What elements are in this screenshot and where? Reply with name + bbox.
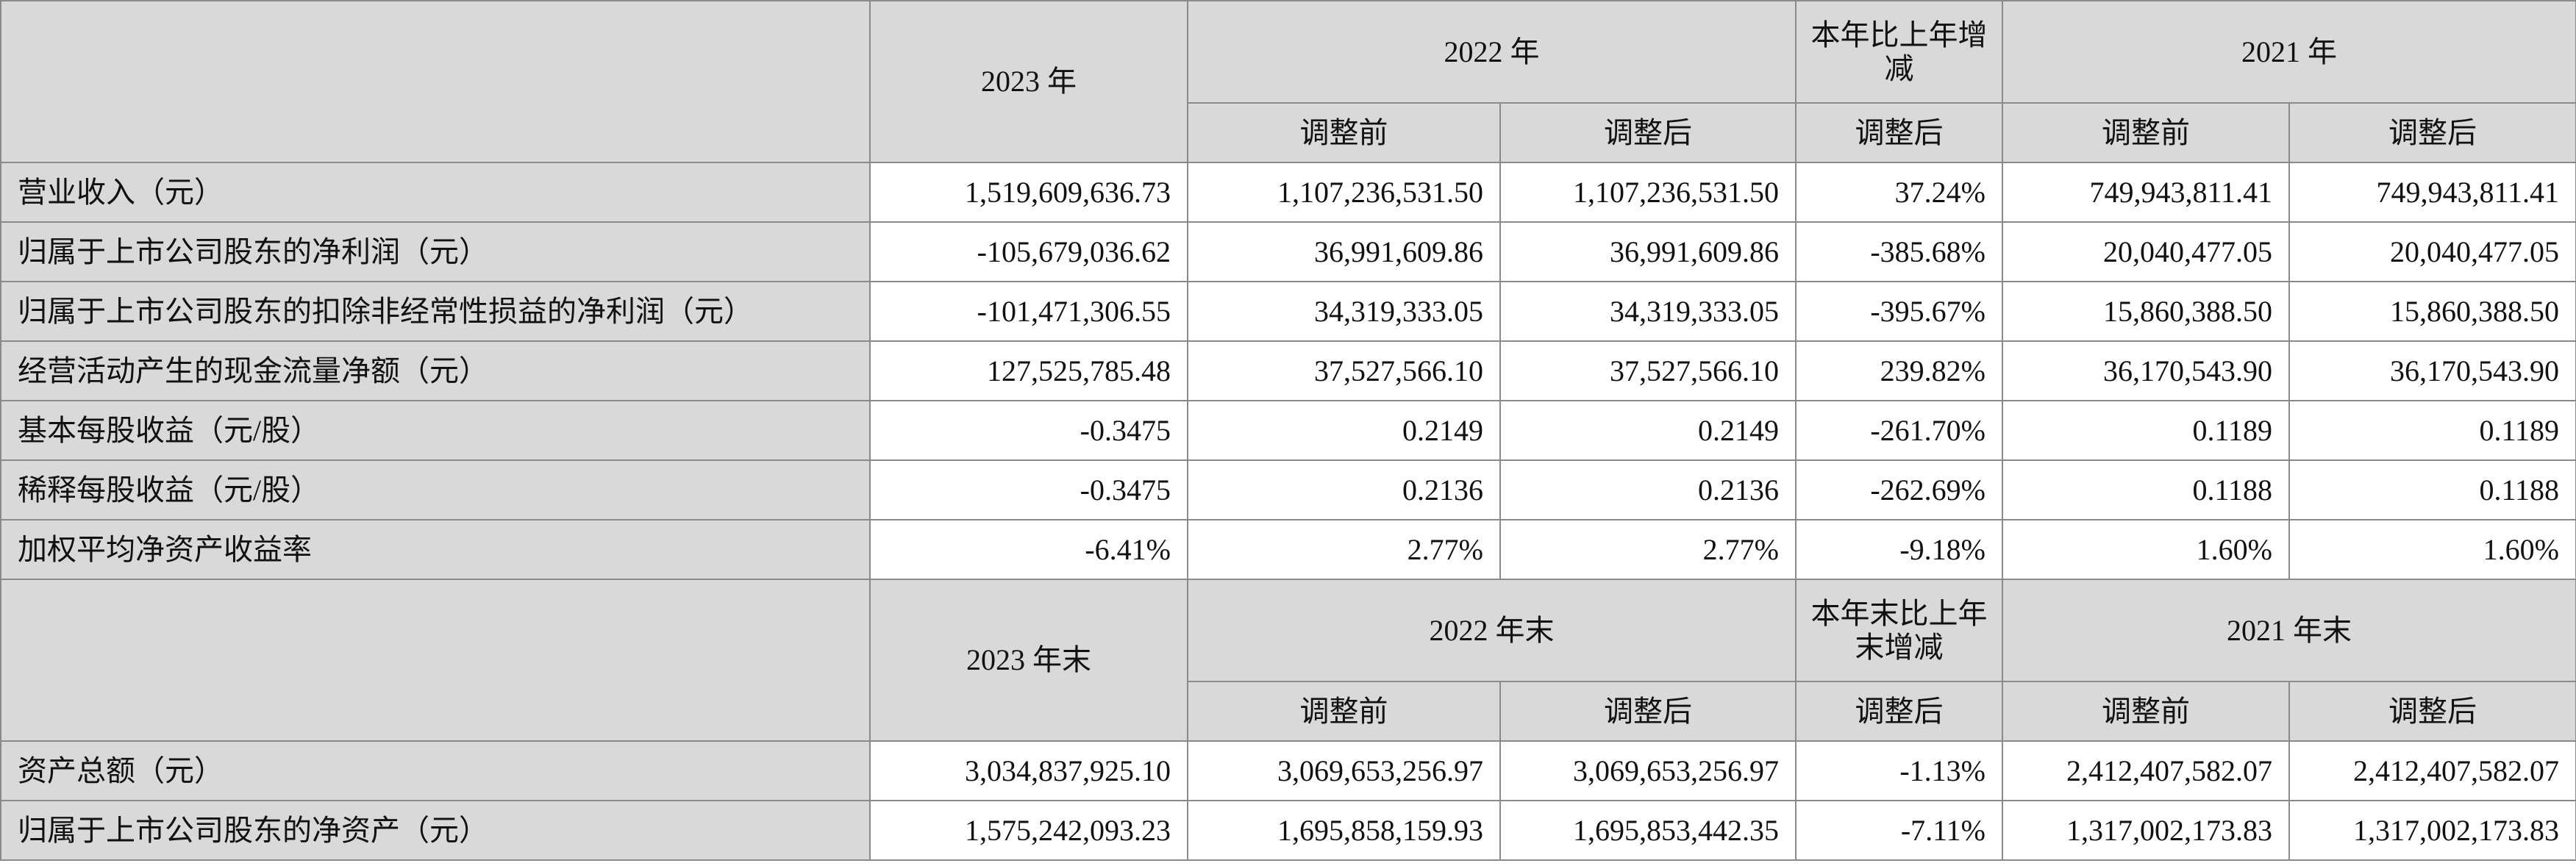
- value-2022-after: 34,319,333.05: [1499, 281, 1797, 342]
- header-change: 本年比上年增减: [1795, 0, 2003, 104]
- value-2022-after: 2.77%: [1499, 519, 1797, 580]
- table-row: 稀释每股收益（元/股） -0.3475 0.2136 0.2136 -262.6…: [0, 459, 2576, 520]
- value-change: 239.82%: [1795, 340, 2003, 401]
- income-subheader-row: 调整前 调整后 调整后 调整前 调整后: [1, 102, 2576, 163]
- value-2022-before: 3,069,653,256.97: [1187, 740, 1501, 801]
- value-2022-after: 0.2149: [1499, 400, 1797, 461]
- value-change: -7.11%: [1795, 800, 2003, 861]
- value-change: -385.68%: [1795, 221, 2003, 282]
- corner-cell: [0, 579, 871, 742]
- subheader-2022-after: 调整后: [1499, 102, 1797, 163]
- row-label: 归属于上市公司股东的净利润（元）: [0, 221, 871, 282]
- value-change: -262.69%: [1795, 459, 2003, 520]
- row-label: 归属于上市公司股东的净资产（元）: [0, 800, 871, 861]
- value-2023: -101,471,306.55: [869, 281, 1188, 342]
- value-2021-before: 749,943,811.41: [2002, 162, 2290, 223]
- value-2021-after: 1.60%: [2288, 519, 2576, 580]
- value-2021-before: 0.1189: [2002, 400, 2290, 461]
- table-row: 加权平均净资产收益率 -6.41% 2.77% 2.77% -9.18% 1.6…: [0, 519, 2576, 580]
- balance-header-row: 2023 年末 2022 年末 本年末比上年末增减 2021 年末: [0, 579, 2576, 742]
- value-change: -1.13%: [1795, 740, 2003, 801]
- value-2022-after: 1,695,853,442.35: [1499, 800, 1797, 861]
- subheader-2021-before: 调整前: [2002, 102, 2290, 163]
- value-2022-after: 0.2136: [1499, 459, 1797, 520]
- row-label: 资产总额（元）: [0, 740, 871, 801]
- value-2021-after: 1,317,002,173.83: [2288, 800, 2576, 861]
- table-row: 归属于上市公司股东的净利润（元） -105,679,036.62 36,991,…: [0, 221, 2576, 282]
- value-2023: 127,525,785.48: [869, 340, 1188, 401]
- value-change: -261.70%: [1795, 400, 2003, 461]
- balance-subheader-row: 调整前 调整后 调整后 调整前 调整后: [1, 681, 2576, 742]
- value-change: -395.67%: [1795, 281, 2003, 342]
- value-2023: -0.3475: [869, 459, 1188, 520]
- row-label: 归属于上市公司股东的扣除非经常性损益的净利润（元）: [0, 281, 871, 342]
- value-2022-before: 37,527,566.10: [1187, 340, 1501, 401]
- header-2021-end: 2021 年末: [2002, 579, 2576, 682]
- value-2022-before: 2.77%: [1187, 519, 1501, 580]
- value-2022-before: 0.2136: [1187, 459, 1501, 520]
- value-2021-after: 749,943,811.41: [2288, 162, 2576, 223]
- subheader-2021-after: 调整后: [2288, 102, 2576, 163]
- value-2021-after: 15,860,388.50: [2288, 281, 2576, 342]
- value-2021-before: 2,412,407,582.07: [2002, 740, 2290, 801]
- header-2023: 2023 年: [869, 0, 1188, 163]
- subheader-2022-before: 调整前: [1187, 681, 1501, 742]
- value-2022-before: 1,695,858,159.93: [1187, 800, 1501, 861]
- header-change-end: 本年末比上年末增减: [1795, 579, 2003, 682]
- subheader-change-after: 调整后: [1795, 102, 2003, 163]
- value-2022-before: 0.2149: [1187, 400, 1501, 461]
- subheader-2021-after: 调整后: [2288, 681, 2576, 742]
- value-2021-after: 20,040,477.05: [2288, 221, 2576, 282]
- value-2022-after: 1,107,236,531.50: [1499, 162, 1797, 223]
- income-header-row: 2023 年 2022 年 本年比上年增减 2021 年: [0, 0, 2576, 163]
- row-label: 加权平均净资产收益率: [0, 519, 871, 580]
- value-2023: 1,519,609,636.73: [869, 162, 1188, 223]
- row-label: 基本每股收益（元/股）: [0, 400, 871, 461]
- value-2023: 1,575,242,093.23: [869, 800, 1188, 861]
- row-label: 经营活动产生的现金流量净额（元）: [0, 340, 871, 401]
- value-2023: 3,034,837,925.10: [869, 740, 1188, 801]
- header-2022-end: 2022 年末: [1187, 579, 1797, 682]
- value-2021-before: 15,860,388.50: [2002, 281, 2290, 342]
- value-2021-before: 0.1188: [2002, 459, 2290, 520]
- value-2021-before: 1.60%: [2002, 519, 2290, 580]
- value-2022-after: 3,069,653,256.97: [1499, 740, 1797, 801]
- value-2022-after: 37,527,566.10: [1499, 340, 1797, 401]
- table-row: 营业收入（元） 1,519,609,636.73 1,107,236,531.5…: [0, 162, 2576, 223]
- table-row: 归属于上市公司股东的净资产（元） 1,575,242,093.23 1,695,…: [0, 800, 2576, 861]
- subheader-2022-after: 调整后: [1499, 681, 1797, 742]
- subheader-2021-before: 调整前: [2002, 681, 2290, 742]
- table-row: 经营活动产生的现金流量净额（元） 127,525,785.48 37,527,5…: [0, 340, 2576, 401]
- header-2023-end: 2023 年末: [869, 579, 1188, 742]
- value-2023: -6.41%: [869, 519, 1188, 580]
- table-row: 资产总额（元） 3,034,837,925.10 3,069,653,256.9…: [0, 740, 2576, 801]
- subheader-change-after: 调整后: [1795, 681, 2003, 742]
- value-2021-before: 36,170,543.90: [2002, 340, 2290, 401]
- table-row: 基本每股收益（元/股） -0.3475 0.2149 0.2149 -261.7…: [0, 400, 2576, 461]
- row-label: 稀释每股收益（元/股）: [0, 459, 871, 520]
- value-2021-before: 20,040,477.05: [2002, 221, 2290, 282]
- header-2021: 2021 年: [2002, 0, 2576, 104]
- table-row: 归属于上市公司股东的扣除非经常性损益的净利润（元） -101,471,306.5…: [0, 281, 2576, 342]
- value-2022-before: 36,991,609.86: [1187, 221, 1501, 282]
- header-2022: 2022 年: [1187, 0, 1797, 104]
- value-2021-after: 0.1188: [2288, 459, 2576, 520]
- value-2021-before: 1,317,002,173.83: [2002, 800, 2290, 861]
- row-label: 营业收入（元）: [0, 162, 871, 223]
- corner-cell: [0, 0, 871, 163]
- value-change: -9.18%: [1795, 519, 2003, 580]
- value-change: 37.24%: [1795, 162, 2003, 223]
- value-2022-after: 36,991,609.86: [1499, 221, 1797, 282]
- value-2022-before: 1,107,236,531.50: [1187, 162, 1501, 223]
- value-2021-after: 2,412,407,582.07: [2288, 740, 2576, 801]
- value-2023: -105,679,036.62: [869, 221, 1188, 282]
- value-2021-after: 0.1189: [2288, 400, 2576, 461]
- subheader-2022-before: 调整前: [1187, 102, 1501, 163]
- value-2023: -0.3475: [869, 400, 1188, 461]
- value-2021-after: 36,170,543.90: [2288, 340, 2576, 401]
- value-2022-before: 34,319,333.05: [1187, 281, 1501, 342]
